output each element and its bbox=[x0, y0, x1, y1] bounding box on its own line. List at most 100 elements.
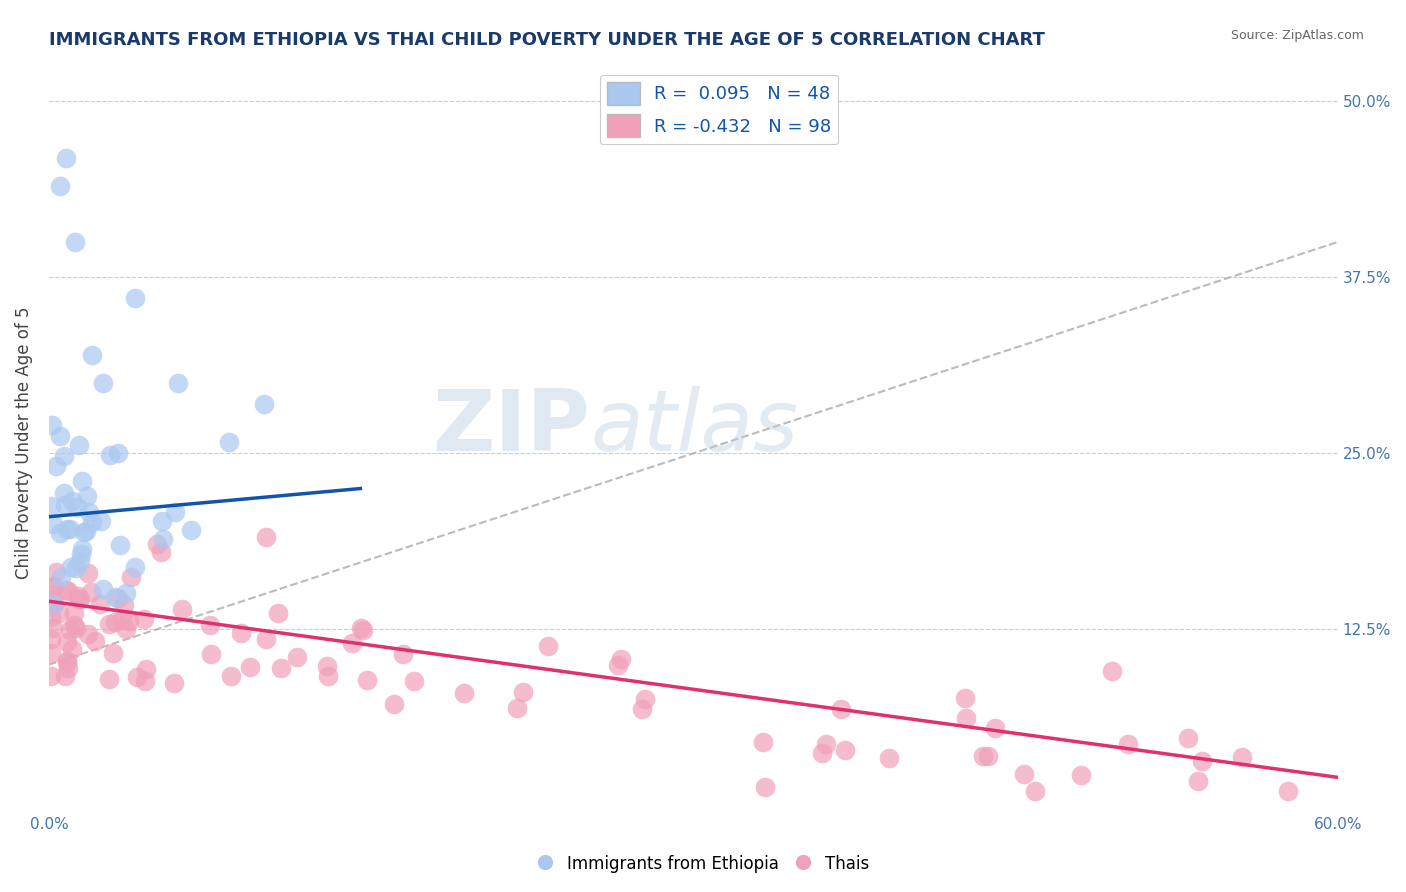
Point bbox=[53, 449, 76, 463]
Point bbox=[48, 178, 70, 193]
Point bbox=[609, 652, 631, 666]
Point bbox=[103, 591, 125, 605]
Point bbox=[180, 523, 202, 537]
Point bbox=[221, 669, 243, 683]
Point bbox=[315, 658, 337, 673]
Point bbox=[39, 580, 62, 594]
Point bbox=[39, 632, 62, 646]
Point bbox=[48, 606, 70, 620]
Point bbox=[91, 376, 114, 390]
Point bbox=[166, 376, 188, 390]
Point bbox=[70, 547, 93, 561]
Point bbox=[1116, 737, 1139, 751]
Point bbox=[45, 565, 67, 579]
Text: IMMIGRANTS FROM ETHIOPIA VS THAI CHILD POVERTY UNDER THE AGE OF 5 CORRELATION CH: IMMIGRANTS FROM ETHIOPIA VS THAI CHILD P… bbox=[49, 31, 1045, 49]
Point bbox=[198, 618, 221, 632]
Point bbox=[392, 647, 415, 661]
Point bbox=[42, 593, 65, 607]
Point bbox=[402, 674, 425, 689]
Point bbox=[146, 537, 169, 551]
Point bbox=[55, 522, 77, 536]
Point bbox=[1024, 784, 1046, 798]
Point bbox=[104, 615, 127, 630]
Point bbox=[955, 711, 977, 725]
Point bbox=[63, 235, 86, 249]
Point bbox=[41, 418, 63, 433]
Point bbox=[285, 650, 308, 665]
Point bbox=[877, 751, 900, 765]
Point bbox=[41, 517, 63, 532]
Point bbox=[115, 586, 138, 600]
Point bbox=[150, 545, 173, 559]
Point bbox=[69, 554, 91, 568]
Point bbox=[453, 686, 475, 700]
Point bbox=[340, 636, 363, 650]
Point bbox=[69, 592, 91, 607]
Point bbox=[51, 570, 73, 584]
Point bbox=[80, 585, 103, 599]
Point bbox=[512, 684, 534, 698]
Point bbox=[60, 641, 83, 656]
Point bbox=[90, 514, 112, 528]
Point bbox=[150, 514, 173, 528]
Point bbox=[537, 639, 560, 653]
Point bbox=[114, 622, 136, 636]
Legend: Immigrants from Ethiopia, Thais: Immigrants from Ethiopia, Thais bbox=[530, 848, 876, 880]
Point bbox=[1012, 766, 1035, 780]
Point bbox=[200, 647, 222, 661]
Point bbox=[953, 690, 976, 705]
Point bbox=[49, 429, 72, 443]
Point bbox=[56, 635, 79, 649]
Point bbox=[89, 597, 111, 611]
Point bbox=[75, 524, 97, 538]
Point bbox=[607, 657, 630, 672]
Point bbox=[134, 673, 156, 688]
Point bbox=[67, 592, 90, 607]
Point bbox=[316, 669, 339, 683]
Point bbox=[165, 505, 187, 519]
Point bbox=[1230, 750, 1253, 764]
Point bbox=[83, 634, 105, 648]
Point bbox=[1277, 784, 1299, 798]
Point bbox=[62, 607, 84, 621]
Point bbox=[53, 499, 76, 513]
Point bbox=[39, 499, 62, 513]
Point bbox=[634, 691, 657, 706]
Point bbox=[39, 610, 62, 624]
Y-axis label: Child Poverty Under the Age of 5: Child Poverty Under the Age of 5 bbox=[15, 307, 32, 579]
Point bbox=[229, 625, 252, 640]
Point bbox=[107, 591, 129, 605]
Point bbox=[67, 438, 90, 452]
Point bbox=[751, 735, 773, 749]
Point bbox=[352, 623, 374, 637]
Point bbox=[42, 579, 65, 593]
Point bbox=[107, 446, 129, 460]
Point bbox=[111, 612, 134, 626]
Point bbox=[239, 659, 262, 673]
Point bbox=[80, 348, 103, 362]
Point bbox=[134, 612, 156, 626]
Point bbox=[356, 673, 378, 687]
Point bbox=[52, 485, 75, 500]
Point bbox=[350, 622, 373, 636]
Point bbox=[66, 500, 89, 514]
Point bbox=[63, 618, 86, 632]
Point bbox=[253, 397, 276, 411]
Point bbox=[830, 702, 852, 716]
Point bbox=[59, 560, 82, 574]
Point bbox=[120, 570, 142, 584]
Point bbox=[55, 583, 77, 598]
Point bbox=[218, 435, 240, 450]
Point bbox=[506, 701, 529, 715]
Point bbox=[45, 459, 67, 474]
Point bbox=[127, 670, 149, 684]
Point bbox=[56, 654, 79, 668]
Point bbox=[266, 606, 288, 620]
Point bbox=[98, 617, 121, 632]
Point bbox=[56, 583, 79, 598]
Point bbox=[382, 697, 405, 711]
Point bbox=[1187, 773, 1209, 788]
Point bbox=[972, 749, 994, 764]
Point bbox=[42, 597, 65, 611]
Point bbox=[811, 746, 834, 760]
